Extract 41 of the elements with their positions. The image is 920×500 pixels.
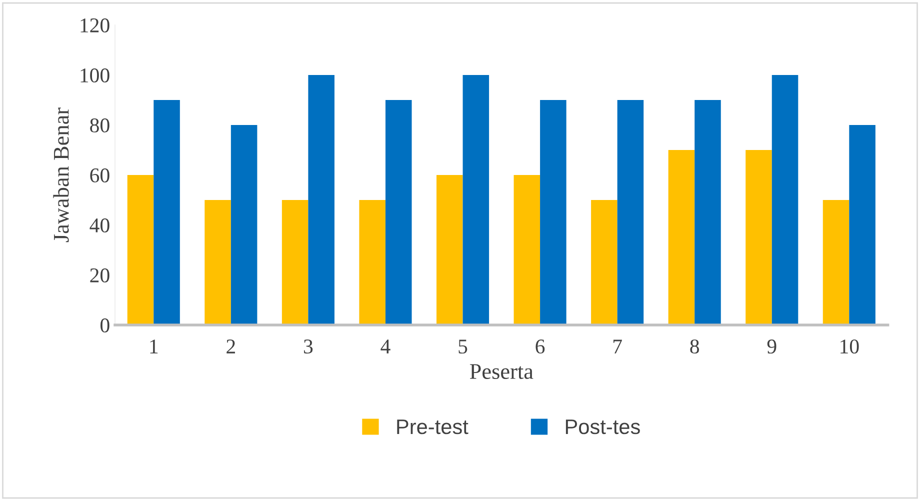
bar — [462, 75, 490, 325]
y-tick-label: 100 — [80, 68, 110, 82]
x-tick-label: 6 — [536, 340, 545, 354]
bar — [308, 75, 334, 325]
x-tick-label: 5 — [458, 340, 468, 354]
legend-label: Post-tes — [566, 420, 640, 434]
x-axis-title: Peserta — [470, 364, 534, 379]
y-tick-label: 80 — [90, 118, 110, 132]
legend-label: Pre-test — [397, 420, 468, 434]
x-tick-label: 3 — [304, 340, 313, 354]
bar — [436, 175, 463, 325]
bar — [822, 200, 850, 325]
y-tick-label: 120 — [80, 18, 110, 32]
bar — [772, 75, 798, 325]
bar — [282, 200, 308, 325]
y-tick-label: 40 — [90, 218, 110, 232]
bar — [694, 100, 721, 325]
bar — [514, 175, 540, 325]
x-tick-label: 1 — [150, 340, 158, 354]
bar — [359, 200, 386, 325]
y-tick-label: 0 — [100, 318, 110, 332]
y-axis-title: Jawaban Benar — [53, 108, 69, 242]
bar — [230, 125, 258, 325]
bar — [540, 100, 566, 325]
x-tick-label: 9 — [767, 340, 776, 354]
bar — [591, 200, 618, 325]
bar — [204, 200, 231, 325]
y-tick-label: 20 — [90, 268, 110, 282]
y-tick-label: 60 — [90, 168, 110, 182]
bar — [154, 100, 180, 325]
x-tick-label: 7 — [613, 340, 622, 354]
x-tick-label: 10 — [840, 339, 859, 354]
bar — [385, 100, 412, 325]
bar — [746, 150, 772, 325]
bar — [849, 125, 876, 325]
bar — [617, 100, 644, 325]
x-tick-label: 8 — [690, 339, 700, 354]
bar — [127, 175, 154, 325]
x-tick-label: 2 — [226, 340, 235, 354]
x-tick-label: 4 — [380, 340, 390, 354]
bar — [668, 150, 695, 325]
